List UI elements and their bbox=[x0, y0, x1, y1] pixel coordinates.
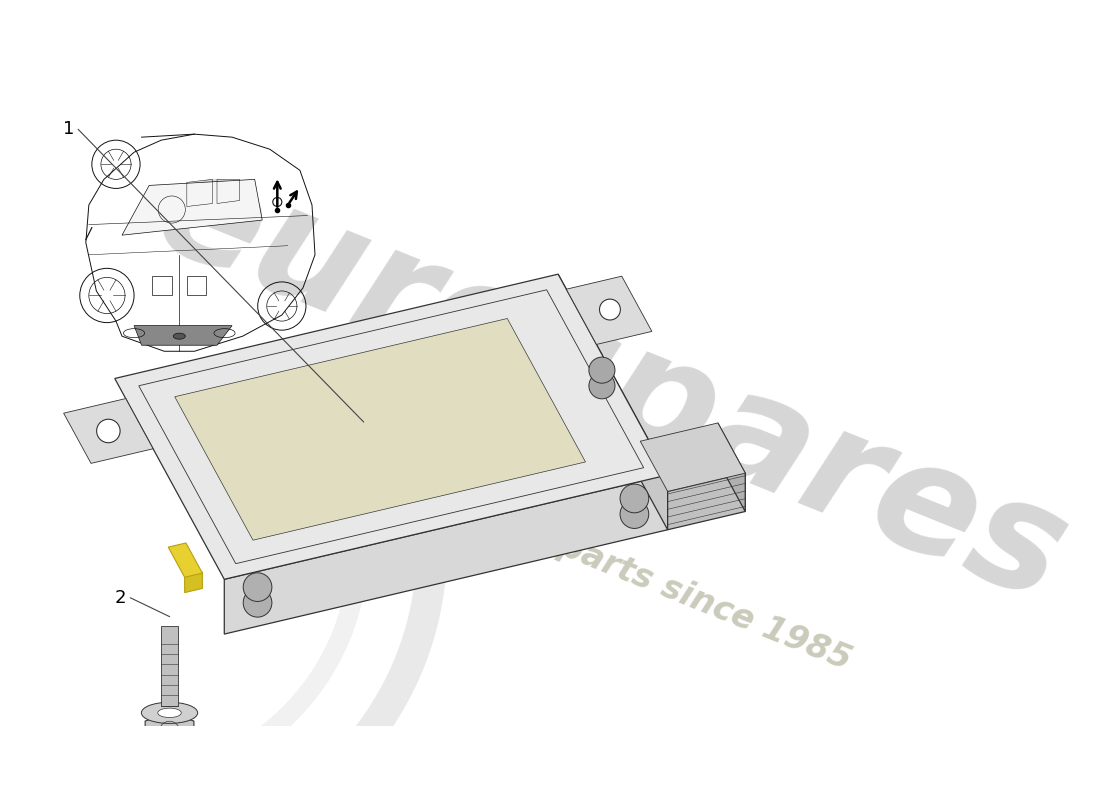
Polygon shape bbox=[168, 543, 202, 578]
Circle shape bbox=[243, 573, 272, 602]
Circle shape bbox=[620, 484, 649, 513]
Circle shape bbox=[243, 589, 272, 617]
Circle shape bbox=[588, 373, 615, 399]
Polygon shape bbox=[145, 713, 194, 746]
Polygon shape bbox=[718, 423, 745, 511]
Polygon shape bbox=[122, 179, 262, 235]
Text: 2: 2 bbox=[114, 589, 126, 607]
Polygon shape bbox=[134, 326, 232, 346]
Polygon shape bbox=[175, 318, 585, 540]
Polygon shape bbox=[566, 276, 652, 345]
Circle shape bbox=[97, 419, 120, 442]
Ellipse shape bbox=[174, 333, 185, 339]
Polygon shape bbox=[114, 274, 668, 579]
Ellipse shape bbox=[157, 708, 182, 718]
Polygon shape bbox=[640, 423, 745, 491]
Polygon shape bbox=[558, 274, 668, 530]
Polygon shape bbox=[224, 475, 668, 634]
Text: 1: 1 bbox=[63, 121, 74, 138]
Text: a passion for parts since 1985: a passion for parts since 1985 bbox=[317, 433, 856, 677]
Ellipse shape bbox=[142, 702, 198, 723]
Circle shape bbox=[588, 357, 615, 383]
Polygon shape bbox=[185, 572, 202, 593]
Polygon shape bbox=[668, 473, 745, 530]
Polygon shape bbox=[64, 398, 153, 463]
Circle shape bbox=[600, 299, 620, 320]
Text: eurospares: eurospares bbox=[135, 134, 1087, 634]
Bar bbox=[161, 626, 178, 706]
Circle shape bbox=[620, 500, 649, 529]
